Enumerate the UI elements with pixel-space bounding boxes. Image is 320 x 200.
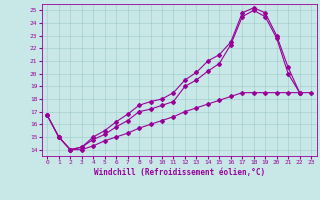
X-axis label: Windchill (Refroidissement éolien,°C): Windchill (Refroidissement éolien,°C) [94, 168, 265, 177]
